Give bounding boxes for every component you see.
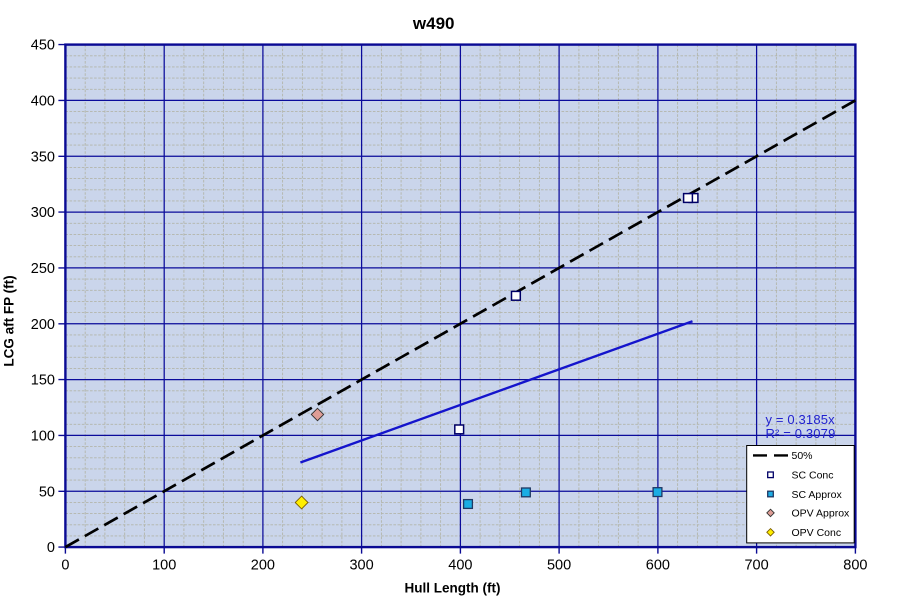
svg-text:300: 300	[349, 558, 373, 574]
svg-text:400: 400	[31, 93, 55, 109]
svg-text:600: 600	[646, 558, 670, 574]
svg-text:450: 450	[31, 38, 55, 54]
svg-text:100: 100	[31, 428, 55, 444]
svg-text:500: 500	[547, 558, 571, 574]
svg-text:800: 800	[843, 558, 867, 574]
svg-text:R² = 0.3079: R² = 0.3079	[766, 426, 836, 441]
svg-text:150: 150	[31, 373, 55, 389]
svg-text:w490: w490	[412, 14, 455, 33]
svg-text:700: 700	[744, 558, 768, 574]
svg-text:250: 250	[31, 261, 55, 277]
svg-text:LCG aft FP (ft): LCG aft FP (ft)	[2, 275, 17, 366]
svg-text:350: 350	[31, 149, 55, 165]
svg-text:100: 100	[152, 558, 176, 574]
svg-text:50%: 50%	[792, 450, 813, 462]
svg-text:300: 300	[31, 205, 55, 221]
svg-text:SC Approx: SC Approx	[792, 489, 843, 501]
svg-text:SC Conc: SC Conc	[792, 470, 834, 482]
svg-text:Hull Length (ft): Hull Length (ft)	[405, 580, 501, 595]
svg-text:400: 400	[448, 558, 472, 574]
svg-text:OPV Conc: OPV Conc	[792, 527, 842, 539]
svg-text:OPV Approx: OPV Approx	[792, 508, 851, 520]
svg-text:200: 200	[251, 558, 275, 574]
svg-text:50: 50	[39, 484, 55, 500]
svg-text:0: 0	[47, 540, 55, 556]
svg-text:0: 0	[61, 558, 69, 574]
svg-text:200: 200	[31, 317, 55, 333]
svg-text:y = 0.3185x: y = 0.3185x	[766, 412, 836, 427]
